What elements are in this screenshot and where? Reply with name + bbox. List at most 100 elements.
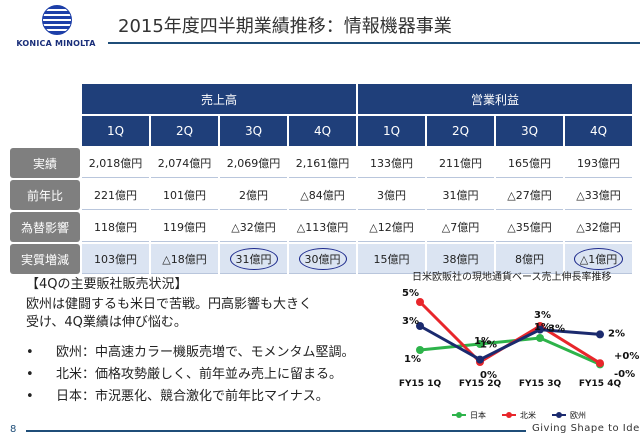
table-cell: 118億円	[82, 212, 149, 242]
list-item: • 日本：市況悪化、競合激化で前年比マイナス。	[26, 386, 354, 408]
quarter-header: 4Q	[289, 116, 356, 146]
table-cell: 165億円	[496, 148, 563, 178]
data-point	[416, 346, 424, 354]
quarterly-results-table: 売上高 営業利益 1Q 2Q 3Q 4Q 1Q 2Q 3Q 4Q 実績 2,01…	[8, 82, 634, 276]
data-label: 1%	[534, 322, 551, 333]
series-line-2	[419, 324, 601, 362]
notes-paragraph-line: 受け、4Q業績は伸び悩む。	[26, 315, 187, 330]
legend-label: 日本	[470, 410, 486, 420]
footer-divider	[26, 430, 526, 432]
data-label: 3%	[534, 310, 551, 321]
bullet-marker: •	[26, 345, 34, 360]
row-label: 前年比	[10, 180, 80, 210]
table-row-yoy: 前年比 221億円 101億円 2億円 △84億円 3億円 31億円 △27億円…	[10, 180, 632, 210]
table-cell: 2,161億円	[289, 148, 356, 178]
legend-swatch-marker	[456, 412, 462, 418]
table-row-actual: 実績 2,018億円 2,074億円 2,069億円 2,161億円 133億円…	[10, 148, 632, 178]
data-point	[596, 359, 604, 368]
notes-heading: 【4Qの主要販社販売状況】	[26, 277, 188, 292]
company-logo: KONICA MINOLTA	[10, 5, 102, 53]
row-label: 実質増減	[10, 244, 80, 274]
table-cell-circled: 31億円	[220, 244, 287, 274]
list-item: • 北米：価格攻勢厳しく、前年並み売上に留まる。	[26, 364, 354, 386]
data-label: 3%	[402, 316, 419, 327]
data-label: 1%	[480, 340, 497, 351]
table-cell: 2億円	[220, 180, 287, 210]
data-label: 2%	[608, 328, 625, 339]
notes-paragraph-line: 欧州は健闘するも米日で苦戦。円高影響も大きく	[26, 297, 313, 312]
table-cell: 15億円	[358, 244, 425, 274]
table-row-fx-impact: 為替影響 118億円 119億円 △32億円 △113億円 △12億円 △7億円…	[10, 212, 632, 242]
corner-cell	[10, 84, 80, 114]
table-cell: 8億円	[496, 244, 563, 274]
right-axis-label: +0%	[614, 351, 639, 362]
data-label: 1%	[404, 354, 421, 365]
notes-paragraph: 欧州は健闘するも米日で苦戦。円高影響も大きく 受け、4Q業績は伸び悩む。	[26, 296, 366, 332]
data-point	[476, 355, 484, 364]
table-cell: △27億円	[496, 180, 563, 210]
group-header-operating-profit: 営業利益	[358, 84, 632, 114]
data-point	[416, 298, 424, 306]
notes-bullet-list: • 欧州：中高速カラー機販売増で、モメンタム堅調。 • 北米：価格攻勢厳しく、前年並…	[26, 342, 354, 408]
table-cell: 211億円	[427, 148, 494, 178]
data-point	[476, 340, 484, 348]
list-item: • 欧州：中高速カラー機販売増で、モメンタム堅調。	[26, 342, 354, 364]
table-cell: 2,069億円	[220, 148, 287, 178]
data-point	[536, 325, 544, 334]
x-tick-label: FY15 3Q	[519, 379, 562, 389]
data-label: 3%	[548, 324, 565, 335]
circled-value: 31億円	[229, 247, 278, 270]
data-point	[416, 322, 424, 330]
right-axis-label: -0%	[614, 369, 635, 380]
x-tick-label: FY15 2Q	[459, 379, 502, 389]
table-row-real-change: 実質増減 103億円 △18億円 31億円 30億円 15億円 38億円 8億円…	[10, 244, 632, 274]
quarter-header: 1Q	[82, 116, 149, 146]
table-cell: 38億円	[427, 244, 494, 274]
row-label: 実績	[10, 148, 80, 178]
quarter-header: 3Q	[496, 116, 563, 146]
table-cell: 101億円	[151, 180, 218, 210]
table-cell: △33億円	[565, 180, 632, 210]
quarter-header: 1Q	[358, 116, 425, 146]
table-cell: △35億円	[496, 212, 563, 242]
globe-logo-icon	[42, 5, 72, 35]
table-cell: 221億円	[82, 180, 149, 210]
page-number: 8	[10, 424, 17, 435]
x-tick-label: FY15 1Q	[399, 379, 442, 389]
table-cell: △32億円	[220, 212, 287, 242]
table-cell: △12億円	[358, 212, 425, 242]
bullet-text: 北米：価格攻勢厳しく、前年並み売上に留まる。	[56, 367, 343, 382]
quarter-header: 3Q	[220, 116, 287, 146]
table-cell: 31億円	[427, 180, 494, 210]
quarter-header: 4Q	[565, 116, 632, 146]
quarter-header: 2Q	[151, 116, 218, 146]
table-cell: △18億円	[151, 244, 218, 274]
table-cell: △84億円	[289, 180, 356, 210]
quarter-header: 2Q	[427, 116, 494, 146]
circled-value: 30億円	[298, 247, 347, 270]
table-cell: △113億円	[289, 212, 356, 242]
bullet-text: 日本：市況悪化、競合激化で前年比マイナス。	[56, 389, 329, 404]
data-label: 0%	[480, 370, 497, 381]
row-label: 為替影響	[10, 212, 80, 242]
table-cell: 2,018億円	[82, 148, 149, 178]
group-header-row: 売上高 営業利益	[10, 84, 632, 114]
bullet-marker: •	[26, 389, 34, 404]
sales-growth-line-chart: 1%1%1%5%0%3%3%1%3% 2%+0%-0%FY15 1Q FY15 2Q…	[399, 288, 639, 420]
logo-text: KONICA MINOLTA	[16, 39, 96, 48]
table-cell: △32億円	[565, 212, 632, 242]
corner-cell	[10, 116, 80, 146]
group-header-sales: 売上高	[82, 84, 356, 114]
bullet-marker: •	[26, 367, 34, 382]
title-divider	[108, 42, 640, 44]
bullet-text: 欧州：中高速カラー機販売増で、モメンタム堅調。	[56, 345, 355, 360]
table-cell: 3億円	[358, 180, 425, 210]
table-cell: 2,074億円	[151, 148, 218, 178]
quarter-header-row: 1Q 2Q 3Q 4Q 1Q 2Q 3Q 4Q	[10, 116, 632, 146]
data-label: 5%	[402, 288, 419, 299]
table-cell: 119億円	[151, 212, 218, 242]
data-point	[596, 330, 604, 339]
circled-value: △1億円	[573, 247, 624, 270]
x-tick-label: FY15 4Q	[579, 379, 622, 389]
data-label: 1%	[474, 336, 491, 347]
